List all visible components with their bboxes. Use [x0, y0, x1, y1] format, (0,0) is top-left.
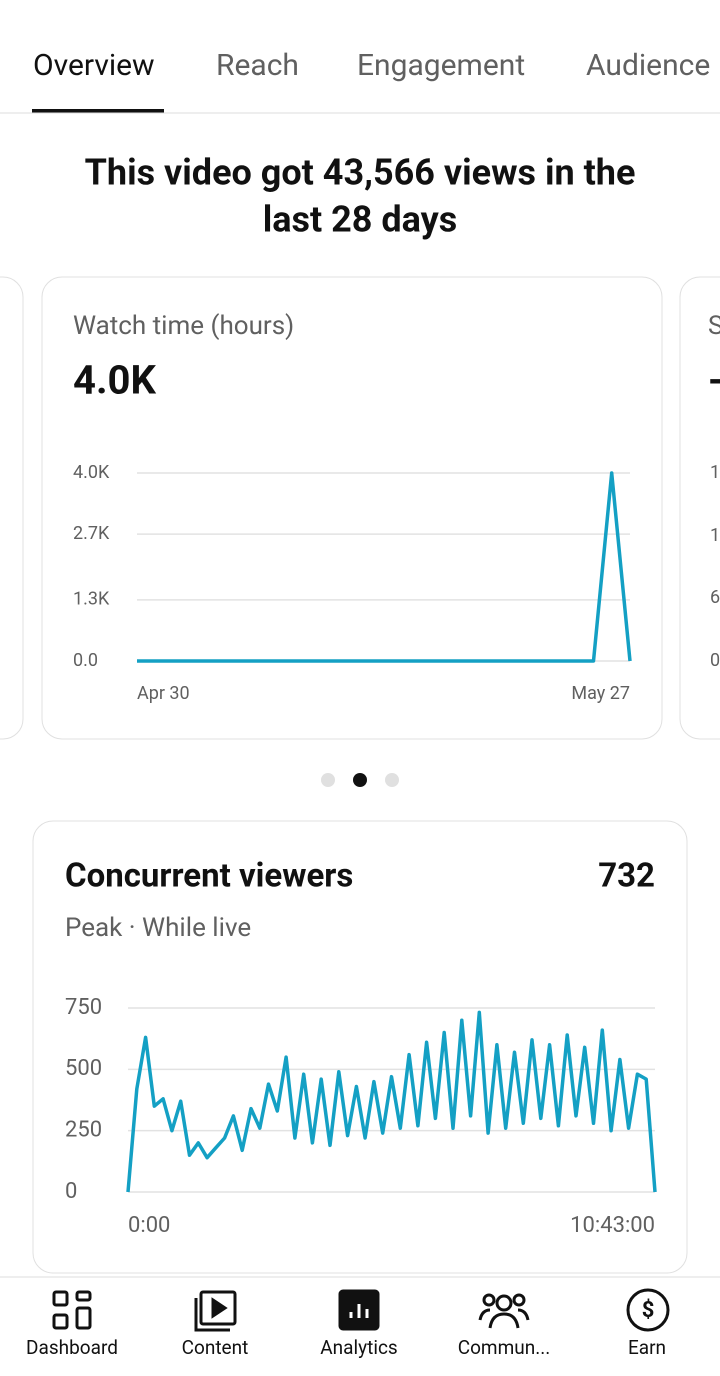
icon	[512, 1293, 526, 1307]
icon	[349, 1304, 369, 1318]
tab-indicator	[32, 109, 164, 113]
peek-tick: 1	[710, 525, 720, 546]
tab[interactable]: Audience	[586, 48, 710, 83]
nav-label[interactable]: Earn	[628, 1336, 666, 1359]
icon	[495, 1294, 513, 1312]
page-dot	[353, 773, 367, 787]
series-line	[137, 471, 632, 663]
y-tick-label: 250	[65, 1117, 102, 1142]
series-line	[126, 1010, 657, 1193]
card-value: 732	[598, 857, 655, 896]
icon	[482, 1293, 496, 1307]
card-title: Watch time (hours)	[73, 311, 294, 341]
x-tick-label: 0:00	[128, 1213, 170, 1238]
icon-glyph: $	[642, 1298, 655, 1323]
nav-label[interactable]: Content	[182, 1336, 249, 1359]
x-tick-label: 10:43:00	[570, 1213, 655, 1238]
y-tick-label: 500	[65, 1056, 102, 1081]
page-dot	[385, 773, 399, 787]
tab[interactable]: Reach	[216, 48, 299, 83]
headline: last 28 days	[263, 199, 458, 241]
tab[interactable]: Overview	[33, 48, 155, 83]
nav-label[interactable]: Commun...	[458, 1336, 551, 1359]
card-value: 4.0K	[73, 357, 157, 404]
icon	[478, 1308, 530, 1329]
icon	[626, 1288, 670, 1332]
y-tick-label: 4.0K	[73, 462, 110, 483]
card[interactable]	[32, 820, 688, 1274]
y-tick-label: 0.0	[73, 650, 98, 671]
icon	[75, 1290, 92, 1302]
tab[interactable]: Engagement	[357, 48, 525, 83]
page-dot	[321, 773, 335, 787]
nav-label[interactable]: Analytics	[320, 1336, 397, 1359]
peek-value: -	[708, 357, 720, 404]
card-subtitle: Peak · While live	[65, 913, 251, 943]
peek-title: S	[708, 311, 720, 341]
icon	[52, 1290, 69, 1307]
y-tick-label: 0	[65, 1179, 77, 1204]
y-tick-label: 2.7K	[73, 523, 110, 544]
y-tick-label: 1.3K	[73, 589, 110, 610]
nav-label[interactable]: Dashboard	[26, 1336, 118, 1359]
peek-tick: 1	[710, 462, 720, 483]
peek-tick: 6	[710, 587, 720, 608]
icon	[199, 1290, 237, 1326]
peek-card[interactable]	[679, 276, 720, 740]
y-tick-label: 750	[65, 995, 102, 1020]
icon	[75, 1306, 92, 1330]
peek-card[interactable]	[0, 276, 24, 740]
icon	[211, 1297, 228, 1319]
x-tick-label: May 27	[571, 683, 630, 704]
peek-tick: 0	[710, 650, 720, 671]
icon	[52, 1313, 69, 1330]
card-title: Concurrent viewers	[65, 857, 353, 896]
x-tick-label: Apr 30	[137, 683, 190, 704]
headline: This video got 43,566 views in the	[85, 152, 636, 194]
icon	[194, 1298, 230, 1332]
nav-icons	[52, 1288, 670, 1332]
card[interactable]	[41, 276, 663, 740]
